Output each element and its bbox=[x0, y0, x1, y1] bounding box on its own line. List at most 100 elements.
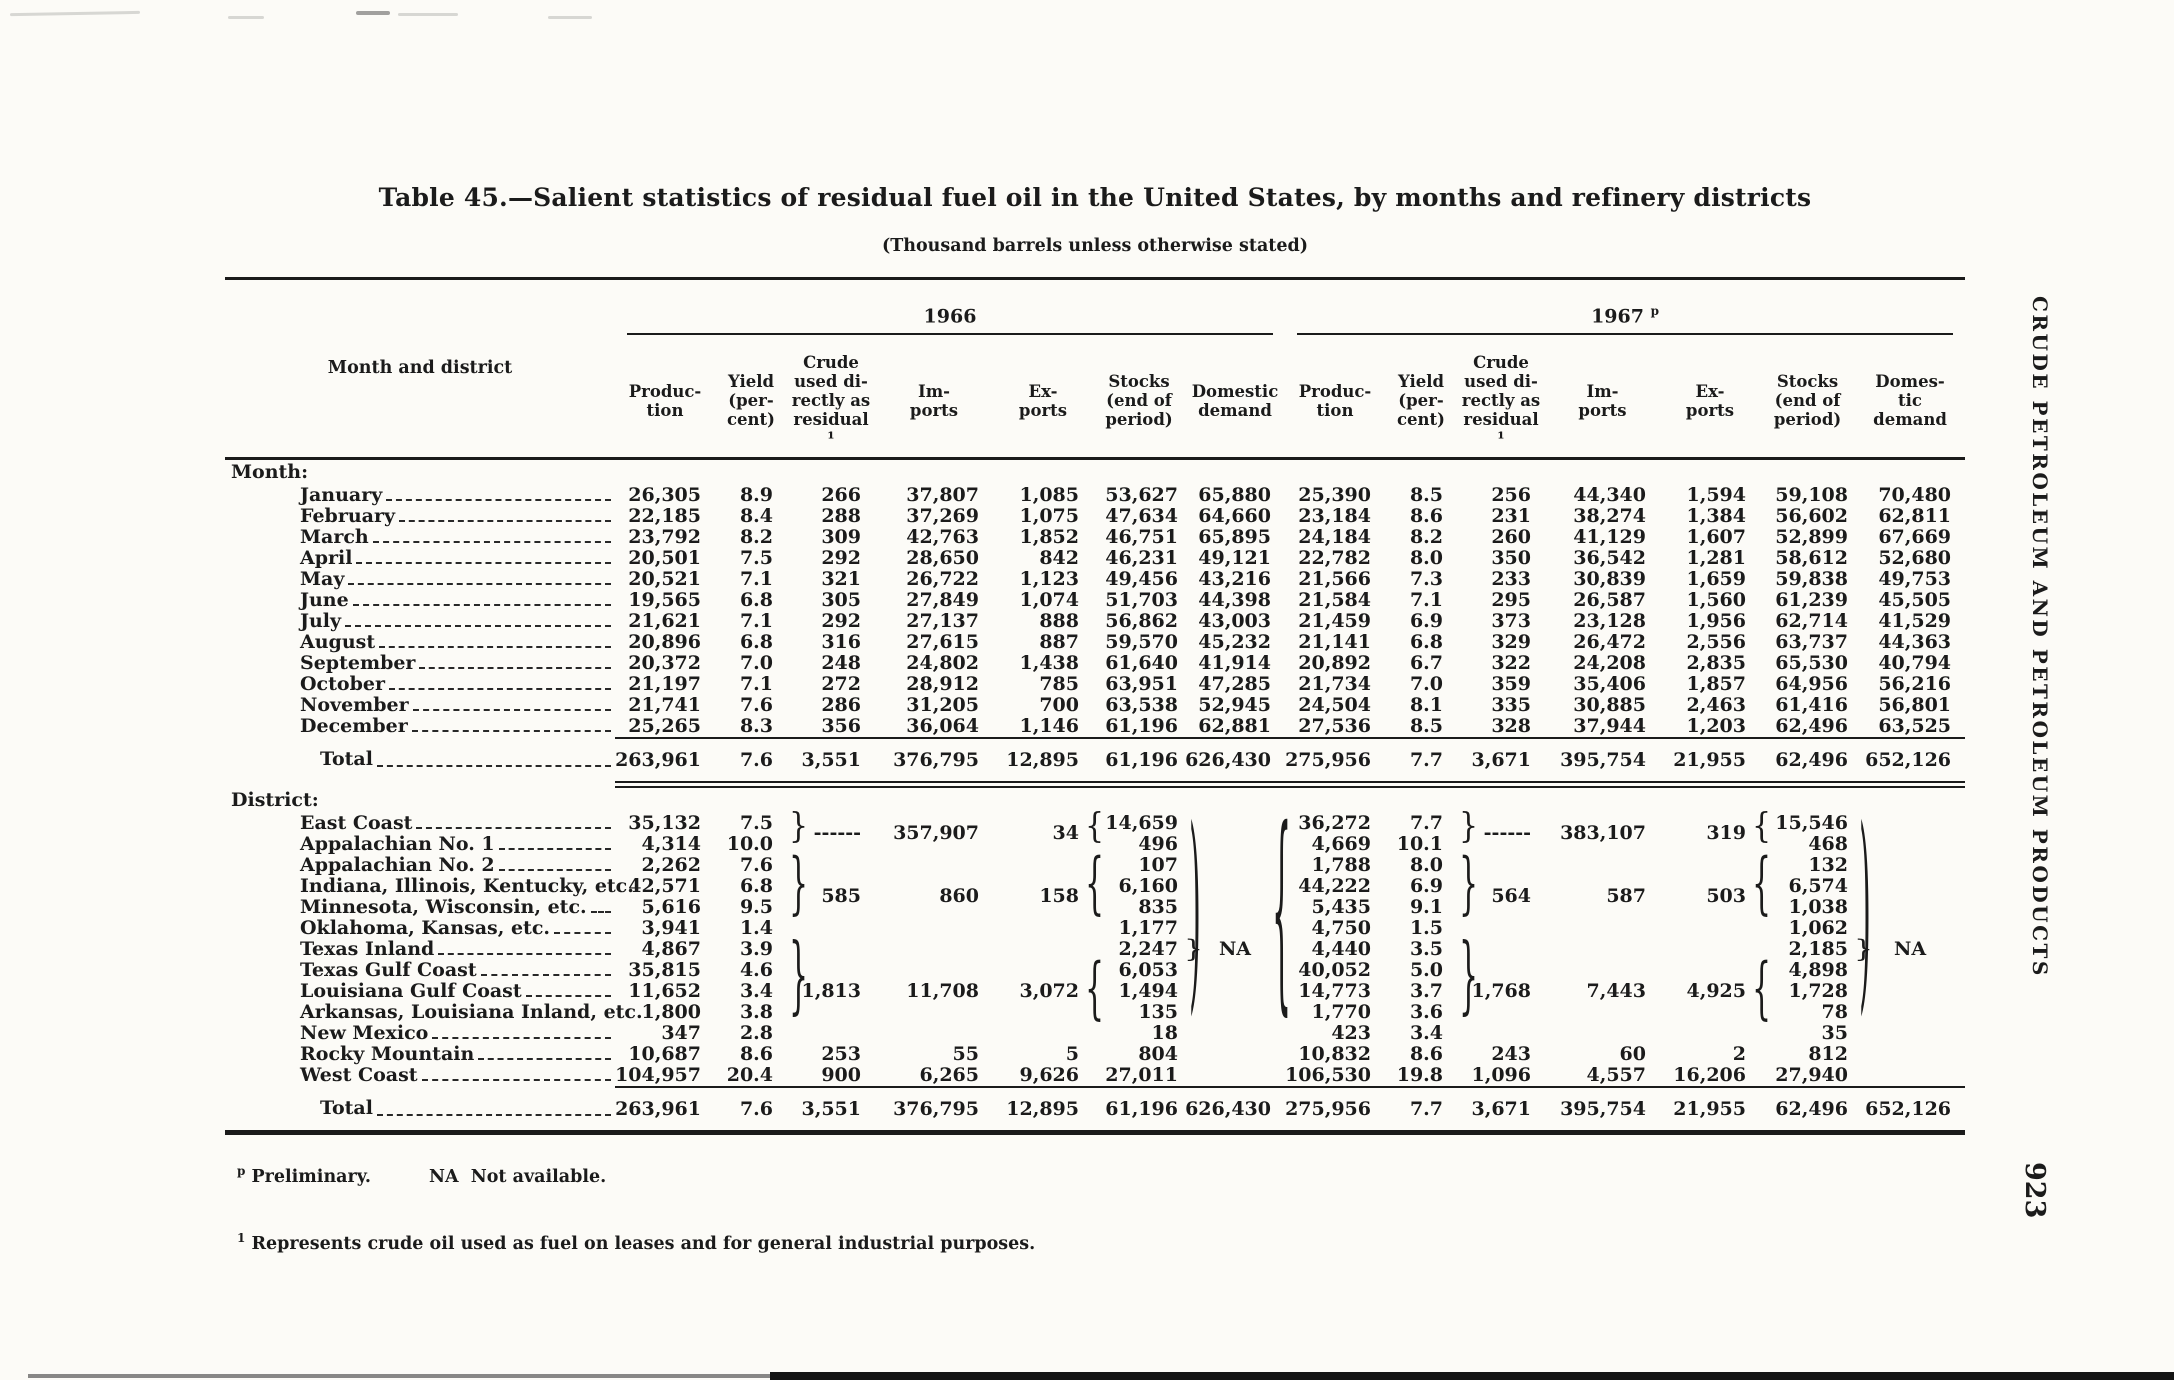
cell-demand-1966: 64,660 bbox=[1198, 504, 1271, 527]
cell-stocks-1967: 52,899 bbox=[1775, 525, 1848, 548]
cell-demand-1966: 44,398 bbox=[1198, 588, 1271, 611]
total-cell: 263,961 bbox=[615, 1085, 715, 1133]
month-row: November 21,741 7.6 286 31,205 700 63,53… bbox=[225, 694, 1965, 716]
cell: 1.5 bbox=[1409, 916, 1443, 939]
cell-production-1967: 20,892 bbox=[1298, 651, 1371, 674]
cell-exports-1966: 842 bbox=[1039, 546, 1079, 569]
row-label: East Coast bbox=[225, 812, 615, 834]
column-header-row: Produc- tion Yield (per- cent) Crude use… bbox=[225, 353, 1966, 460]
cell: 4,750 bbox=[1311, 916, 1372, 939]
dot-leader bbox=[379, 645, 611, 648]
cell-yield-1966: 8.3 bbox=[739, 714, 773, 737]
cell: 44,222 bbox=[1298, 874, 1371, 897]
total-cell: 7.6 bbox=[715, 736, 787, 788]
cell-imports-1967: 35,406 bbox=[1573, 672, 1646, 695]
footnotes: p Preliminary. NA Not available. 1 Repres… bbox=[237, 1124, 1035, 1298]
page-subtitle: (Thousand barrels unless otherwise state… bbox=[881, 236, 1309, 256]
col-header-crude-1966: Crude used di- rectly as residual ¹ bbox=[787, 353, 875, 460]
cell-crude-1967: 329 bbox=[1491, 630, 1531, 653]
cell-exports-1967: 1,384 bbox=[1686, 504, 1747, 527]
district-name: Louisiana Gulf Coast bbox=[300, 979, 522, 1002]
cell-crude-1966: 292 bbox=[821, 609, 861, 632]
district-row: Rocky Mountain 10,687 8.6 253 55 5 804 1… bbox=[225, 1043, 1965, 1065]
cell-group: 158 bbox=[1039, 885, 1079, 908]
district-name: Oklahoma, Kansas, etc. bbox=[300, 916, 550, 939]
cell-production-1966: 20,501 bbox=[628, 546, 701, 569]
cell-exports-1967: 1,956 bbox=[1686, 609, 1747, 632]
cell-yield-1966: 8.4 bbox=[739, 504, 773, 527]
cell: 1,038 bbox=[1788, 895, 1849, 918]
cell-production-1966: 26,305 bbox=[628, 483, 701, 506]
district-name: Indiana, Illinois, Kentucky, etc. bbox=[300, 874, 634, 897]
cell-imports-1967: 36,542 bbox=[1573, 546, 1646, 569]
dot-leader bbox=[388, 687, 611, 690]
row-label: November bbox=[225, 694, 615, 716]
total-cell: 12,895 bbox=[993, 736, 1093, 788]
month-name: August bbox=[300, 630, 376, 653]
cell-yield-1966: 7.1 bbox=[739, 567, 773, 590]
total-label: Total bbox=[225, 1087, 615, 1129]
cell: 2,262 bbox=[641, 853, 702, 876]
cell-stocks-1967: 65,530 bbox=[1775, 651, 1848, 674]
cell-exports-1967: 1,607 bbox=[1686, 525, 1747, 548]
district-name: Texas Inland bbox=[300, 937, 435, 960]
row-label: December bbox=[225, 715, 615, 737]
col-header-imports-1966: Im- ports bbox=[875, 354, 993, 460]
cell: 3.5 bbox=[1385, 938, 1457, 960]
dot-leader bbox=[412, 708, 611, 711]
cell: 835 bbox=[1138, 895, 1178, 918]
total-cell: 376,795 bbox=[875, 736, 993, 788]
cell-exports-1967: 2,835 bbox=[1686, 651, 1747, 674]
district-row: Appalachian No. 2 2,262 7.6 585 860 158 … bbox=[225, 853, 1965, 907]
cell-demand-1966: 41,914 bbox=[1198, 651, 1271, 674]
cell: 9,626 bbox=[1019, 1063, 1080, 1086]
month-name: February bbox=[300, 504, 396, 527]
cell-demand-1966: 62,881 bbox=[1198, 714, 1271, 737]
month-row: October 21,197 7.1 272 28,912 785 63,951… bbox=[225, 672, 1965, 695]
cell-crude-1967: 231 bbox=[1491, 504, 1531, 527]
cell-imports-1967: 24,208 bbox=[1573, 651, 1646, 674]
cell-stocks-1966: 63,951 bbox=[1105, 672, 1178, 695]
cell: 36,272 bbox=[1285, 812, 1385, 834]
district-name: West Coast bbox=[300, 1063, 418, 1086]
cell: 4,669 bbox=[1311, 832, 1372, 855]
total-cell: 12,895 bbox=[993, 1085, 1093, 1133]
cell-exports-1966: 1,074 bbox=[1019, 588, 1080, 611]
cell-demand-1966: 65,895 bbox=[1198, 525, 1271, 548]
cell-production-1966: 22,185 bbox=[628, 504, 701, 527]
cell-yield-1967: 8.5 bbox=[1409, 714, 1443, 737]
cell-group: 860 bbox=[939, 885, 979, 908]
cell-production-1967: 25,390 bbox=[1298, 483, 1371, 506]
month-row: May 20,521 7.1 321 26,722 1,123 49,456 4… bbox=[225, 567, 1965, 590]
cell-stocks-1966: 61,640 bbox=[1105, 651, 1178, 674]
cell: 1,728 bbox=[1788, 979, 1849, 1002]
dot-leader bbox=[376, 1114, 611, 1117]
cell-demand-1967: 41,529 bbox=[1878, 609, 1952, 632]
cell-crude-1966: 305 bbox=[821, 588, 861, 611]
cell-group: 1,768 bbox=[1471, 979, 1532, 1002]
month-row: June 19,565 6.8 305 27,849 1,074 51,703 … bbox=[225, 588, 1965, 611]
cell-stocks-1966: 59,570 bbox=[1105, 630, 1178, 653]
cell-production-1966: 25,265 bbox=[628, 714, 701, 737]
cell-production-1967: 21,459 bbox=[1298, 609, 1371, 632]
row-label: Rocky Mountain bbox=[225, 1043, 615, 1065]
cell-yield-1967: 8.0 bbox=[1409, 546, 1443, 569]
row-label: New Mexico bbox=[225, 1022, 615, 1044]
cell-imports-1966: 37,269 bbox=[906, 504, 979, 527]
cell-yield-1966: 7.5 bbox=[739, 546, 773, 569]
cell-yield-1967: 6.9 bbox=[1409, 609, 1443, 632]
dot-leader bbox=[498, 847, 611, 850]
cell-stocks-1967: 62,496 bbox=[1775, 714, 1848, 737]
month-section: Month: January 26,305 8.9 266 37,807 1,0… bbox=[225, 458, 1965, 738]
cell-crude-1966: 309 bbox=[821, 525, 861, 548]
footnote-1: 1 Represents crude oil used as fuel on l… bbox=[237, 1231, 1035, 1254]
row-label: February bbox=[225, 504, 615, 527]
cell: 107 bbox=[1093, 854, 1185, 876]
cell-production-1967: 21,734 bbox=[1298, 672, 1371, 695]
cell-demand-1967: 67,669 bbox=[1878, 525, 1952, 548]
cell: 35 bbox=[1821, 1021, 1848, 1044]
total-cell: 626,430 bbox=[1185, 736, 1285, 788]
cell: 35,815 bbox=[628, 958, 701, 981]
cell-na-1967: NA bbox=[1893, 937, 1927, 960]
